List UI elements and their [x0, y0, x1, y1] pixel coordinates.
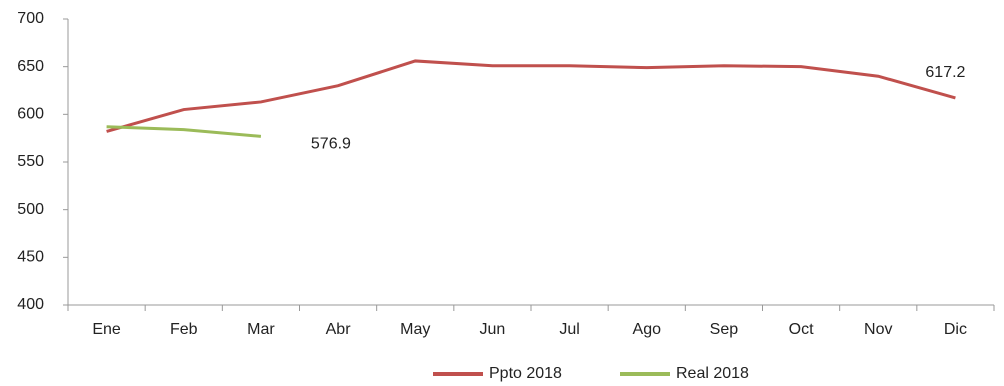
y-tick-label: 550	[17, 153, 44, 170]
y-tick-label: 600	[17, 106, 44, 123]
data-label: 617.2	[925, 64, 965, 81]
x-tick-label: Jun	[480, 321, 506, 338]
x-tick-label: Jul	[559, 321, 579, 338]
legend-label: Ppto 2018	[489, 365, 562, 382]
y-tick-label: 450	[17, 249, 44, 266]
x-tick-label: May	[400, 321, 430, 338]
x-tick-label: Oct	[789, 321, 814, 338]
y-tick-label: 650	[17, 58, 44, 75]
x-tick-label: Mar	[247, 321, 275, 338]
y-tick-label: 500	[17, 201, 44, 218]
y-tick-label: 700	[17, 10, 44, 27]
x-tick-label: Ene	[92, 321, 121, 338]
series-line	[106, 59, 956, 133]
x-tick-label: Dic	[944, 321, 967, 338]
series-line	[106, 125, 262, 138]
x-tick-label: Abr	[326, 321, 352, 338]
x-tick-label: Feb	[170, 321, 198, 338]
x-tick-label: Nov	[864, 321, 892, 338]
y-tick-label: 400	[17, 296, 44, 313]
legend-label: Real 2018	[676, 365, 749, 382]
x-tick-label: Ago	[633, 321, 662, 338]
data-label: 576.9	[311, 136, 351, 153]
x-tick-label: Sep	[710, 321, 739, 338]
